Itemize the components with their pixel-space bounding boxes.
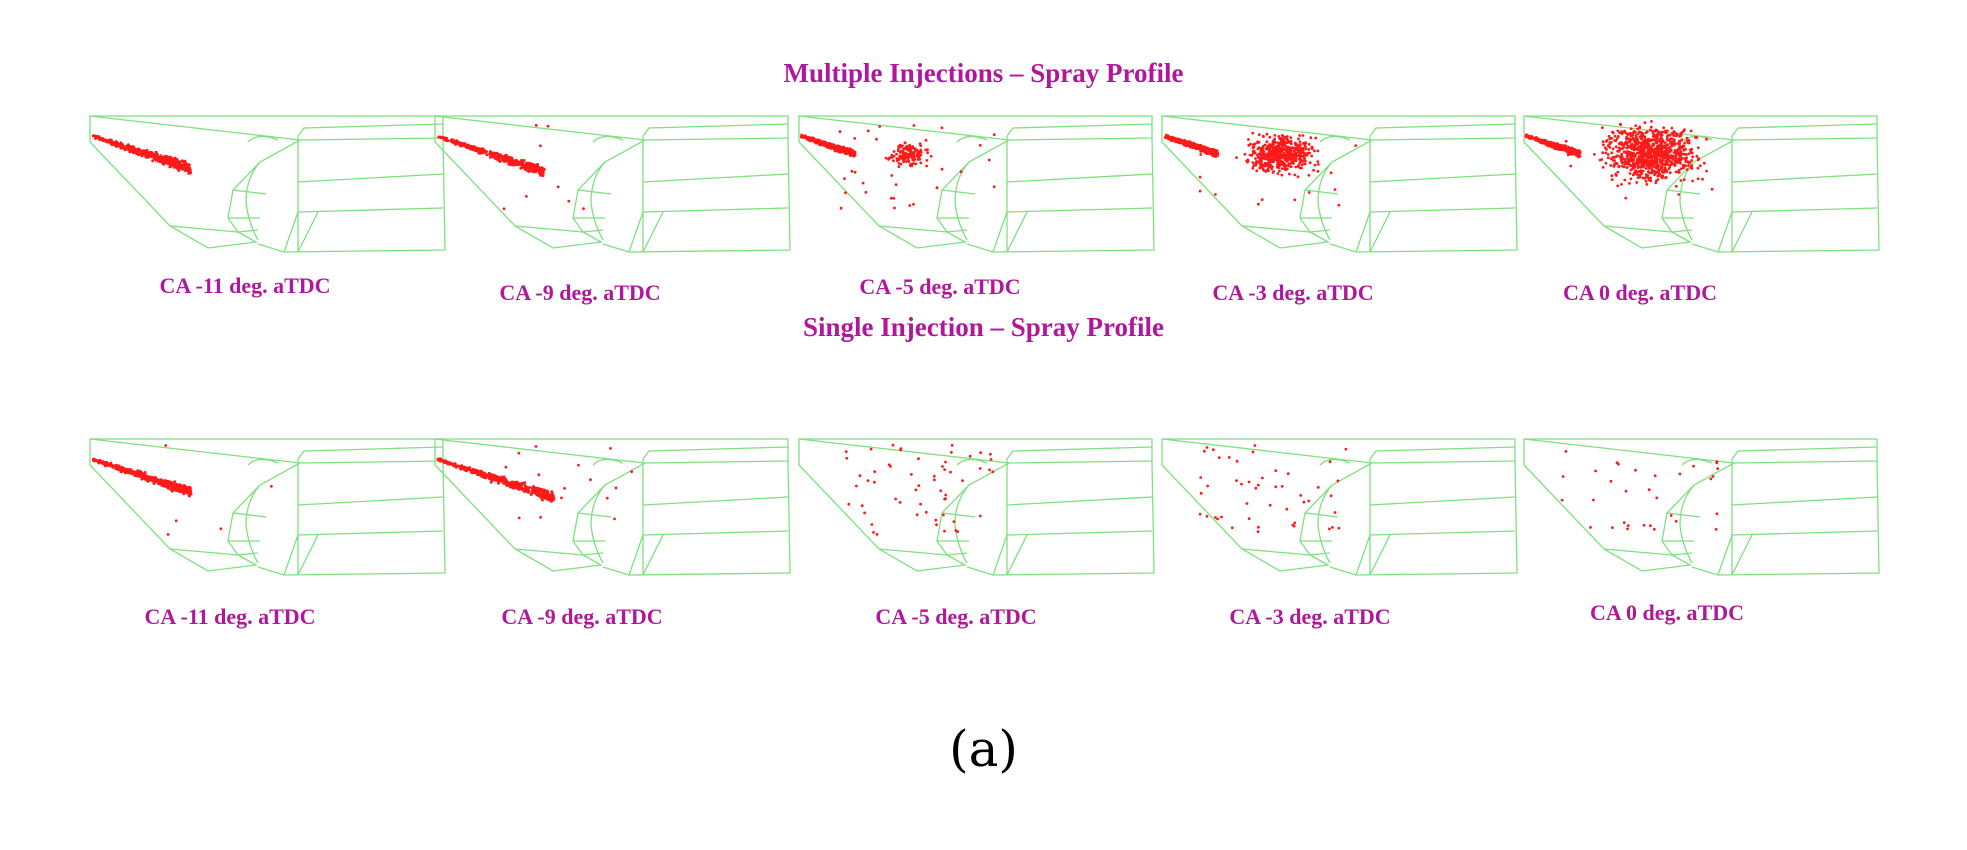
spray-particles <box>91 134 193 175</box>
spray-panel <box>1160 435 1520 576</box>
spray-panel <box>88 435 448 576</box>
spray-panel <box>1522 435 1882 576</box>
panel-caption: CA -3 deg. aTDC <box>1229 604 1391 629</box>
row-title-multiple: Multiple Injections – Spray Profile <box>783 58 1184 88</box>
spray-panel <box>797 435 1157 576</box>
spray-particles <box>1524 120 1714 200</box>
spray-particles <box>91 444 273 536</box>
mesh-lines <box>434 115 791 253</box>
spray-panel <box>1160 112 1520 253</box>
panel-caption: CA 0 deg. aTDC <box>1589 600 1745 625</box>
panel-caption: CA -5 deg. aTDC <box>875 604 1037 629</box>
combustion-chamber-mesh <box>1523 115 1880 253</box>
spray-panel <box>88 112 448 253</box>
row-title-single: Single Injection – Spray Profile <box>803 312 1164 342</box>
panel-caption: CA -11 deg. aTDC <box>159 273 331 298</box>
spray-particles <box>844 443 995 536</box>
mesh-lines <box>1161 115 1518 253</box>
panel-caption: CA -9 deg. aTDC <box>499 280 661 305</box>
combustion-chamber-mesh <box>798 438 1155 576</box>
combustion-chamber-mesh <box>434 115 791 253</box>
panel-caption: CA -11 deg. aTDC <box>144 604 316 629</box>
combustion-chamber-mesh <box>434 438 791 576</box>
combustion-chamber-mesh <box>1523 438 1880 576</box>
panel-caption: CA -5 deg. aTDC <box>859 274 1021 299</box>
mesh-lines <box>89 115 446 253</box>
mesh-lines <box>434 438 791 576</box>
panel-caption: CA -9 deg. aTDC <box>501 604 663 629</box>
mesh-lines <box>798 115 1155 253</box>
combustion-chamber-mesh <box>89 115 446 253</box>
spray-panel <box>433 112 793 253</box>
mesh-lines <box>1161 438 1518 576</box>
spray-panel <box>433 435 793 576</box>
spray-particles <box>1560 450 1720 531</box>
spray-particles <box>799 124 996 210</box>
spray-particles <box>1163 131 1358 207</box>
panel-caption: CA 0 deg. aTDC <box>1562 280 1718 305</box>
mesh-lines <box>798 438 1155 576</box>
panel-caption: CA -3 deg. aTDC <box>1212 280 1374 305</box>
mesh-lines <box>89 438 446 576</box>
spray-panel <box>1522 112 1882 253</box>
spray-particles <box>1198 444 1348 533</box>
spray-particles <box>437 123 585 211</box>
spray-particles <box>436 445 633 521</box>
subfigure-label: (a) <box>949 720 1018 778</box>
combustion-chamber-mesh <box>798 115 1155 253</box>
spray-panel <box>797 112 1157 253</box>
combustion-chamber-mesh <box>89 438 446 576</box>
combustion-chamber-mesh <box>1161 438 1518 576</box>
combustion-chamber-mesh <box>1161 115 1518 253</box>
mesh-lines <box>1523 438 1880 576</box>
mesh-lines <box>1523 115 1880 253</box>
